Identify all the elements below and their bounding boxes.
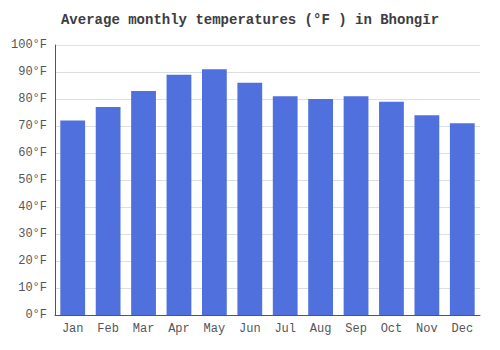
- svg-text:Aug: Aug: [310, 322, 332, 336]
- svg-text:60°F: 60°F: [18, 146, 47, 160]
- svg-text:May: May: [204, 322, 226, 336]
- svg-text:Jul: Jul: [274, 322, 296, 336]
- svg-text:80°F: 80°F: [18, 92, 47, 106]
- svg-text:20°F: 20°F: [18, 254, 47, 268]
- svg-text:Feb: Feb: [97, 322, 119, 336]
- svg-text:10°F: 10°F: [18, 281, 47, 295]
- svg-text:Nov: Nov: [416, 322, 438, 336]
- svg-text:90°F: 90°F: [18, 65, 47, 79]
- svg-text:0°F: 0°F: [25, 308, 47, 322]
- svg-text:Sep: Sep: [345, 322, 367, 336]
- svg-text:50°F: 50°F: [18, 173, 47, 187]
- svg-text:40°F: 40°F: [18, 200, 47, 214]
- svg-text:Apr: Apr: [168, 322, 190, 336]
- svg-text:Jun: Jun: [239, 322, 261, 336]
- svg-text:Dec: Dec: [451, 322, 473, 336]
- svg-text:70°F: 70°F: [18, 119, 47, 133]
- svg-text:Jan: Jan: [62, 322, 84, 336]
- svg-text:100°F: 100°F: [11, 38, 47, 52]
- svg-text:Mar: Mar: [133, 322, 155, 336]
- svg-text:Oct: Oct: [381, 322, 403, 336]
- svg-text:Average monthly temperatures (: Average monthly temperatures (°F ) in Bh…: [61, 12, 439, 28]
- svg-text:30°F: 30°F: [18, 227, 47, 241]
